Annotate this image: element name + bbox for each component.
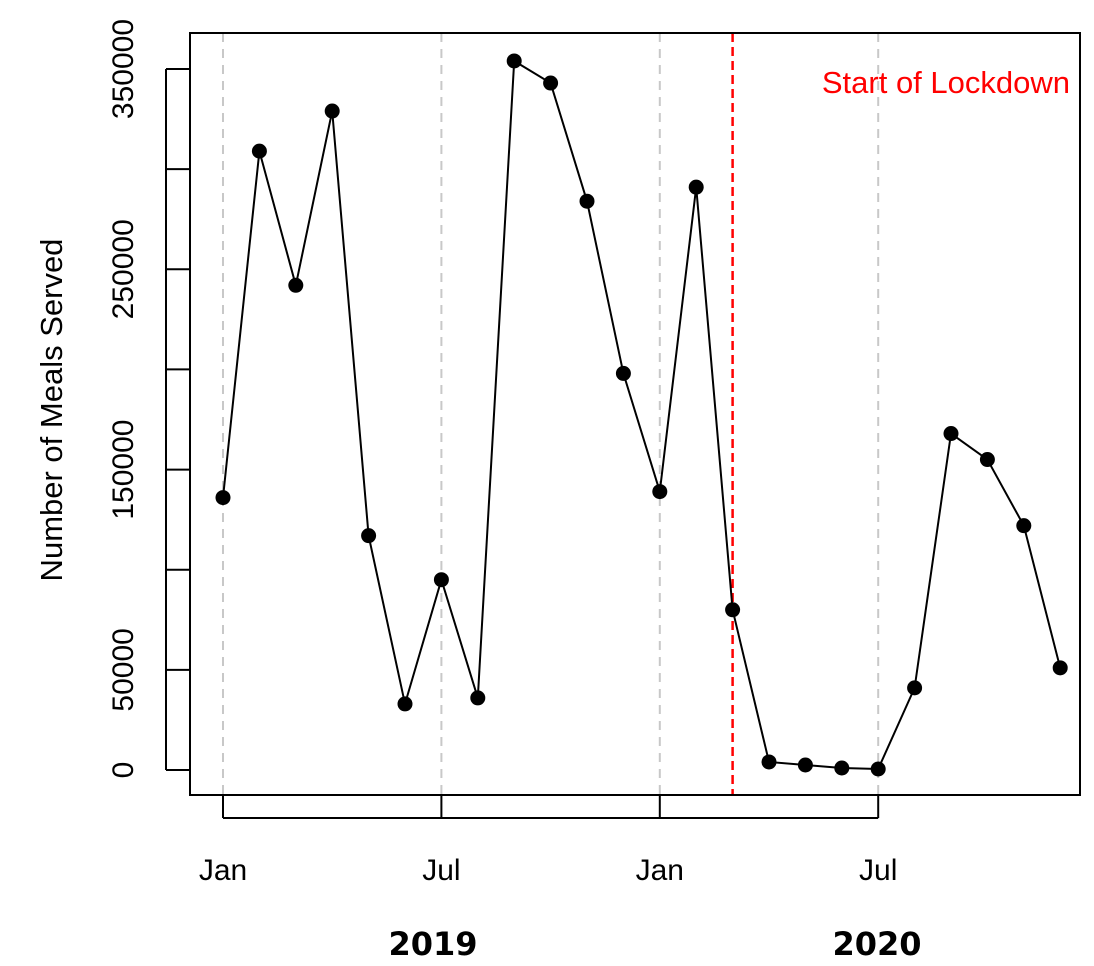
data-point — [870, 761, 886, 777]
data-point — [397, 696, 413, 712]
data-point — [251, 143, 267, 159]
year-label: 2020 — [832, 925, 921, 963]
gridlines — [222, 33, 880, 795]
axes: 0 50000 150000 250000 350000 Jan Jul Jan Jul — [107, 19, 897, 887]
x-tick-label: Jul — [859, 854, 897, 887]
data-point — [579, 193, 595, 209]
data-point — [907, 680, 923, 696]
x-tick-label: Jul — [422, 854, 460, 887]
data-point — [506, 53, 522, 69]
data-point — [470, 690, 486, 706]
data-point — [324, 103, 340, 119]
lockdown-annotation: Start of Lockdown — [822, 65, 1070, 100]
data-point — [615, 365, 631, 381]
y-axis-label: Number of Meals Served — [34, 239, 69, 582]
y-tick-label: 250000 — [107, 219, 140, 319]
data-point — [215, 490, 231, 506]
data-point — [433, 572, 449, 588]
data-series — [215, 53, 1068, 777]
data-point — [1052, 660, 1068, 676]
data-point — [761, 754, 777, 770]
data-point — [725, 602, 741, 618]
data-point — [979, 452, 995, 468]
year-labels: 2019 2020 — [388, 925, 921, 963]
x-tick-label: Jan — [199, 854, 247, 887]
y-tick-label: 350000 — [107, 19, 140, 119]
data-point — [797, 757, 813, 773]
data-point — [688, 179, 704, 195]
plot-border — [189, 32, 1081, 796]
data-point — [943, 426, 959, 442]
y-tick-label: 0 — [107, 762, 140, 779]
data-point — [834, 760, 850, 776]
y-tick-label: 50000 — [107, 628, 140, 711]
data-point — [543, 75, 559, 91]
data-point — [288, 277, 304, 293]
data-point — [1016, 518, 1032, 534]
series-line — [222, 59, 1062, 771]
y-tick-label: 150000 — [107, 420, 140, 520]
year-label: 2019 — [388, 925, 477, 963]
x-tick-label: Jan — [636, 854, 684, 887]
data-point — [652, 484, 668, 500]
data-point — [361, 528, 377, 544]
